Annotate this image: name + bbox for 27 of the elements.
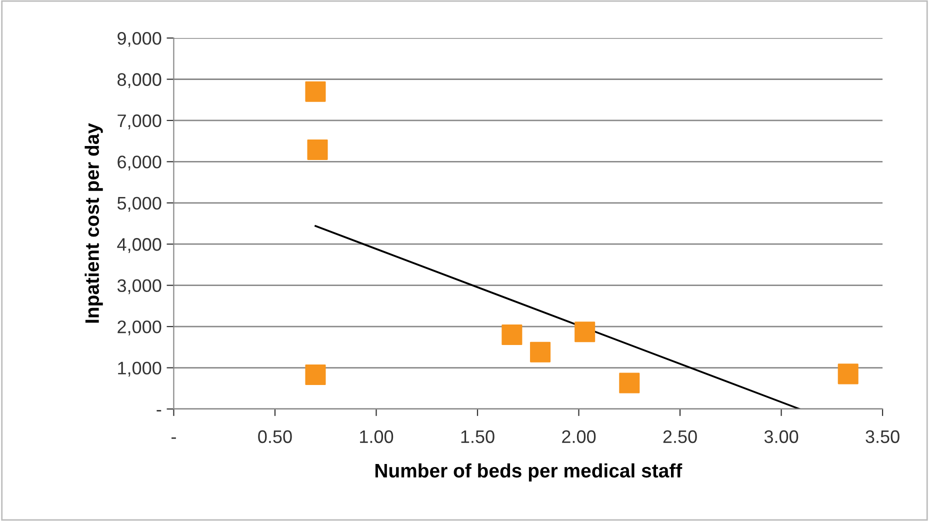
point: [574, 322, 596, 342]
y-tick-label: -: [156, 410, 162, 412]
y-tick-label: 1,000: [118, 362, 162, 377]
y-tick-label: 3,000: [117, 279, 162, 294]
x-tick-label: 1.50: [461, 430, 494, 444]
point: [305, 364, 326, 386]
y-tick-label: 5,000: [117, 196, 162, 212]
point: [502, 324, 522, 346]
x-axis-title: Number of beds per medical staff: [375, 463, 682, 482]
y-tick-label: 6,000: [118, 156, 162, 171]
y-tick-label: 4,000: [117, 238, 162, 253]
y-tick-label: 8,000: [118, 73, 162, 88]
x-tick-label: 0.50: [258, 430, 292, 444]
y-tick-label: 7,000: [118, 114, 162, 130]
x-tick-label: 2.50: [663, 430, 697, 444]
point: [305, 81, 326, 102]
y-axis-title: Inpatient cost per day: [84, 123, 103, 323]
point: [530, 342, 551, 362]
y-tick-label: 9,000: [118, 32, 162, 47]
point: [619, 372, 640, 394]
y-tick-label: 2,000: [118, 320, 162, 336]
point: [838, 364, 858, 384]
x-tick-label: 2.00: [562, 430, 596, 444]
point: [307, 139, 328, 160]
x-tick-label: 1.00: [360, 430, 394, 444]
x-tick-label: 3.00: [764, 430, 798, 444]
x-tick-label: 3.50: [866, 430, 900, 444]
